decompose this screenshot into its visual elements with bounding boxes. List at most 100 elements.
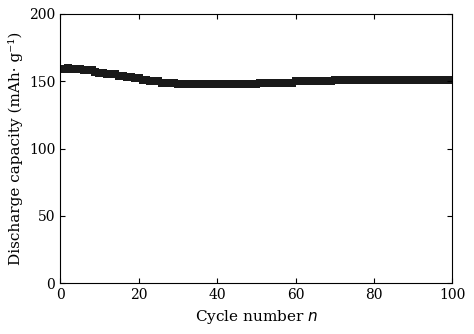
Point (100, 70, 107, 76)
Point (178, 81, 185, 87)
Point (158, 80, 166, 85)
Point (358, 77, 366, 82)
Point (355, 77, 362, 82)
Point (445, 77, 452, 82)
Point (127, 74, 135, 80)
Point (346, 77, 354, 82)
Point (272, 80, 280, 85)
Point (111, 72, 119, 77)
X-axis label: Cycle number $n$: Cycle number $n$ (195, 308, 318, 326)
Point (217, 81, 225, 87)
Point (248, 81, 256, 87)
Point (131, 76, 138, 81)
Point (308, 78, 315, 84)
Point (276, 80, 283, 85)
Point (437, 77, 445, 82)
Point (174, 81, 182, 87)
Point (182, 81, 190, 87)
Point (103, 72, 111, 77)
Point (64, 65, 72, 70)
Point (303, 78, 311, 84)
Point (288, 80, 295, 85)
Point (221, 81, 229, 87)
Point (264, 80, 272, 85)
Point (362, 77, 370, 82)
Point (421, 77, 429, 82)
Point (143, 77, 150, 82)
Point (327, 78, 335, 84)
Point (155, 78, 162, 84)
Point (268, 80, 276, 85)
Point (386, 77, 393, 82)
Point (449, 77, 456, 82)
Point (296, 78, 303, 84)
Point (331, 77, 338, 82)
Point (256, 80, 264, 85)
Point (210, 81, 217, 87)
Point (390, 77, 397, 82)
Point (413, 77, 421, 82)
Point (245, 81, 252, 87)
Point (280, 80, 288, 85)
Point (119, 73, 127, 78)
Point (339, 77, 346, 82)
Point (91, 69, 99, 74)
Point (205, 81, 213, 87)
Point (237, 81, 245, 87)
Point (162, 80, 170, 85)
Point (366, 77, 374, 82)
Point (72, 66, 80, 72)
Point (194, 81, 201, 87)
Point (76, 66, 83, 72)
Point (374, 77, 382, 82)
Point (201, 81, 209, 87)
Point (190, 81, 197, 87)
Point (429, 77, 437, 82)
Point (378, 77, 386, 82)
Point (284, 80, 292, 85)
Point (433, 77, 440, 82)
Point (198, 81, 205, 87)
Point (319, 78, 327, 84)
Point (213, 81, 221, 87)
Point (229, 81, 237, 87)
Point (441, 77, 448, 82)
Point (241, 81, 248, 87)
Point (139, 77, 146, 82)
Point (115, 73, 123, 78)
Point (343, 77, 350, 82)
Point (323, 78, 331, 84)
Point (123, 74, 131, 80)
Point (300, 78, 307, 84)
Point (410, 77, 417, 82)
Point (398, 77, 405, 82)
Point (170, 80, 178, 85)
Point (84, 68, 91, 73)
Point (335, 77, 343, 82)
Point (107, 72, 115, 77)
Point (425, 77, 433, 82)
Point (260, 80, 268, 85)
Point (417, 77, 425, 82)
Point (88, 68, 95, 73)
Point (80, 68, 88, 73)
Point (166, 80, 174, 85)
Point (253, 81, 260, 87)
Point (406, 77, 413, 82)
Point (292, 78, 299, 84)
Point (382, 77, 390, 82)
Point (146, 78, 154, 84)
Point (394, 77, 401, 82)
Point (233, 81, 240, 87)
Point (186, 81, 193, 87)
Point (351, 77, 358, 82)
Point (96, 70, 103, 76)
Point (315, 78, 323, 84)
Point (68, 66, 76, 72)
Point (370, 77, 378, 82)
Point (225, 81, 233, 87)
Point (60, 66, 68, 72)
Point (311, 78, 319, 84)
Point (151, 78, 158, 84)
Point (135, 76, 142, 81)
